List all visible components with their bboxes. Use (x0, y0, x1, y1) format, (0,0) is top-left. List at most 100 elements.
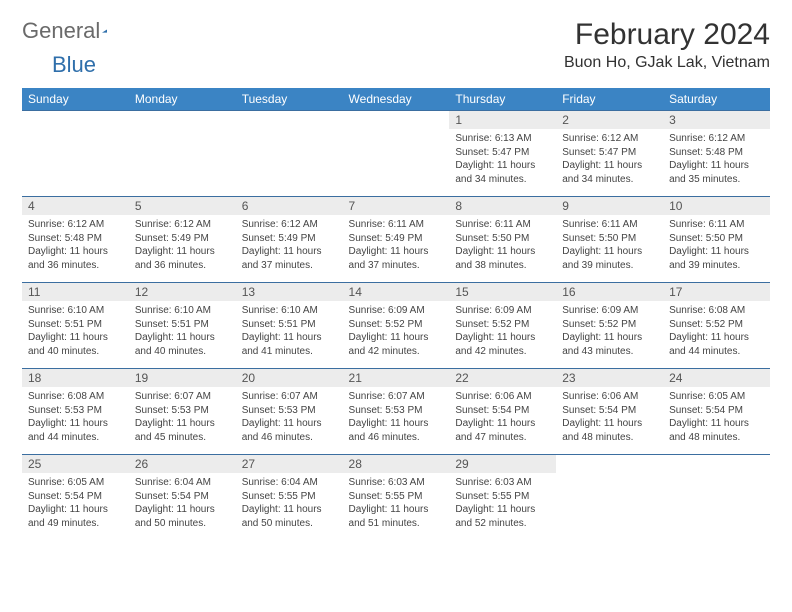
day-detail-text: Sunrise: 6:11 AMSunset: 5:50 PMDaylight:… (556, 215, 663, 276)
brand-logo: General (22, 18, 128, 44)
day-number: 19 (129, 369, 236, 387)
day-number: 1 (449, 111, 556, 129)
calendar-day-cell: 7Sunrise: 6:11 AMSunset: 5:49 PMDaylight… (343, 197, 450, 283)
calendar-day-cell: 6Sunrise: 6:12 AMSunset: 5:49 PMDaylight… (236, 197, 343, 283)
weekday-header: Friday (556, 88, 663, 111)
calendar-day-cell: 5Sunrise: 6:12 AMSunset: 5:49 PMDaylight… (129, 197, 236, 283)
brand-name-1: General (22, 18, 100, 44)
location-text: Buon Ho, GJak Lak, Vietnam (564, 54, 770, 72)
calendar-day-cell: 24Sunrise: 6:05 AMSunset: 5:54 PMDayligh… (663, 369, 770, 455)
day-detail-text: Sunrise: 6:07 AMSunset: 5:53 PMDaylight:… (236, 387, 343, 448)
title-block: February 2024 Buon Ho, GJak Lak, Vietnam (564, 18, 770, 72)
calendar-week-row: 18Sunrise: 6:08 AMSunset: 5:53 PMDayligh… (22, 369, 770, 455)
calendar-day-cell: 22Sunrise: 6:06 AMSunset: 5:54 PMDayligh… (449, 369, 556, 455)
calendar-day-cell: 18Sunrise: 6:08 AMSunset: 5:53 PMDayligh… (22, 369, 129, 455)
day-detail-text: Sunrise: 6:08 AMSunset: 5:53 PMDaylight:… (22, 387, 129, 448)
day-number: 28 (343, 455, 450, 473)
calendar-day-cell: 20Sunrise: 6:07 AMSunset: 5:53 PMDayligh… (236, 369, 343, 455)
calendar-day-cell: 12Sunrise: 6:10 AMSunset: 5:51 PMDayligh… (129, 283, 236, 369)
brand-wedge-icon (102, 21, 107, 41)
calendar-header-row: SundayMondayTuesdayWednesdayThursdayFrid… (22, 88, 770, 111)
weekday-header: Wednesday (343, 88, 450, 111)
day-number: 20 (236, 369, 343, 387)
day-number: 14 (343, 283, 450, 301)
day-detail-text: Sunrise: 6:08 AMSunset: 5:52 PMDaylight:… (663, 301, 770, 362)
calendar-week-row: 25Sunrise: 6:05 AMSunset: 5:54 PMDayligh… (22, 455, 770, 541)
calendar-day-cell: 13Sunrise: 6:10 AMSunset: 5:51 PMDayligh… (236, 283, 343, 369)
day-detail-text: Sunrise: 6:12 AMSunset: 5:49 PMDaylight:… (236, 215, 343, 276)
day-number: 10 (663, 197, 770, 215)
day-number: 8 (449, 197, 556, 215)
day-detail-text: Sunrise: 6:05 AMSunset: 5:54 PMDaylight:… (663, 387, 770, 448)
day-number: 5 (129, 197, 236, 215)
day-detail-text: Sunrise: 6:03 AMSunset: 5:55 PMDaylight:… (343, 473, 450, 534)
day-detail-text: Sunrise: 6:10 AMSunset: 5:51 PMDaylight:… (129, 301, 236, 362)
calendar-day-cell: 19Sunrise: 6:07 AMSunset: 5:53 PMDayligh… (129, 369, 236, 455)
calendar-day-cell: 17Sunrise: 6:08 AMSunset: 5:52 PMDayligh… (663, 283, 770, 369)
calendar-week-row: 11Sunrise: 6:10 AMSunset: 5:51 PMDayligh… (22, 283, 770, 369)
calendar-day-cell: . (22, 111, 129, 197)
day-detail-text: Sunrise: 6:09 AMSunset: 5:52 PMDaylight:… (556, 301, 663, 362)
day-detail-text: Sunrise: 6:11 AMSunset: 5:49 PMDaylight:… (343, 215, 450, 276)
day-number: 16 (556, 283, 663, 301)
calendar-week-row: 4Sunrise: 6:12 AMSunset: 5:48 PMDaylight… (22, 197, 770, 283)
day-detail-text: Sunrise: 6:12 AMSunset: 5:48 PMDaylight:… (663, 129, 770, 190)
day-number: 9 (556, 197, 663, 215)
day-detail-text: Sunrise: 6:10 AMSunset: 5:51 PMDaylight:… (22, 301, 129, 362)
calendar-day-cell: 11Sunrise: 6:10 AMSunset: 5:51 PMDayligh… (22, 283, 129, 369)
month-title: February 2024 (564, 18, 770, 52)
day-number: 7 (343, 197, 450, 215)
calendar-day-cell: 16Sunrise: 6:09 AMSunset: 5:52 PMDayligh… (556, 283, 663, 369)
day-number: 23 (556, 369, 663, 387)
weekday-header: Sunday (22, 88, 129, 111)
day-detail-text: Sunrise: 6:12 AMSunset: 5:48 PMDaylight:… (22, 215, 129, 276)
calendar-day-cell: 29Sunrise: 6:03 AMSunset: 5:55 PMDayligh… (449, 455, 556, 541)
brand-name-2: Blue (52, 52, 96, 78)
day-detail-text: Sunrise: 6:12 AMSunset: 5:47 PMDaylight:… (556, 129, 663, 190)
day-detail-text: Sunrise: 6:07 AMSunset: 5:53 PMDaylight:… (129, 387, 236, 448)
day-detail-text: Sunrise: 6:04 AMSunset: 5:55 PMDaylight:… (236, 473, 343, 534)
weekday-header: Tuesday (236, 88, 343, 111)
day-detail-text: Sunrise: 6:09 AMSunset: 5:52 PMDaylight:… (343, 301, 450, 362)
day-number: 13 (236, 283, 343, 301)
day-number: 29 (449, 455, 556, 473)
calendar-day-cell: 9Sunrise: 6:11 AMSunset: 5:50 PMDaylight… (556, 197, 663, 283)
calendar-day-cell: 14Sunrise: 6:09 AMSunset: 5:52 PMDayligh… (343, 283, 450, 369)
calendar-day-cell: 21Sunrise: 6:07 AMSunset: 5:53 PMDayligh… (343, 369, 450, 455)
day-number: 15 (449, 283, 556, 301)
calendar-day-cell: 25Sunrise: 6:05 AMSunset: 5:54 PMDayligh… (22, 455, 129, 541)
calendar-day-cell: 1Sunrise: 6:13 AMSunset: 5:47 PMDaylight… (449, 111, 556, 197)
calendar-day-cell: 10Sunrise: 6:11 AMSunset: 5:50 PMDayligh… (663, 197, 770, 283)
day-detail-text: Sunrise: 6:06 AMSunset: 5:54 PMDaylight:… (556, 387, 663, 448)
day-number: 24 (663, 369, 770, 387)
calendar-day-cell: . (663, 455, 770, 541)
calendar-day-cell: . (129, 111, 236, 197)
day-detail-text: Sunrise: 6:11 AMSunset: 5:50 PMDaylight:… (663, 215, 770, 276)
day-detail-text: Sunrise: 6:04 AMSunset: 5:54 PMDaylight:… (129, 473, 236, 534)
calendar-day-cell: 28Sunrise: 6:03 AMSunset: 5:55 PMDayligh… (343, 455, 450, 541)
day-number: 25 (22, 455, 129, 473)
calendar-day-cell: 23Sunrise: 6:06 AMSunset: 5:54 PMDayligh… (556, 369, 663, 455)
calendar-day-cell: 2Sunrise: 6:12 AMSunset: 5:47 PMDaylight… (556, 111, 663, 197)
day-number: 3 (663, 111, 770, 129)
calendar-table: SundayMondayTuesdayWednesdayThursdayFrid… (22, 88, 770, 541)
weekday-header: Thursday (449, 88, 556, 111)
day-number: 27 (236, 455, 343, 473)
day-number: 11 (22, 283, 129, 301)
day-number: 26 (129, 455, 236, 473)
calendar-day-cell: . (556, 455, 663, 541)
day-detail-text: Sunrise: 6:11 AMSunset: 5:50 PMDaylight:… (449, 215, 556, 276)
calendar-day-cell: 8Sunrise: 6:11 AMSunset: 5:50 PMDaylight… (449, 197, 556, 283)
weekday-header: Saturday (663, 88, 770, 111)
calendar-body: .... 1Sunrise: 6:13 AMSunset: 5:47 PMDayl… (22, 111, 770, 541)
day-detail-text: Sunrise: 6:06 AMSunset: 5:54 PMDaylight:… (449, 387, 556, 448)
day-detail-text: Sunrise: 6:10 AMSunset: 5:51 PMDaylight:… (236, 301, 343, 362)
day-number: 21 (343, 369, 450, 387)
calendar-day-cell: 4Sunrise: 6:12 AMSunset: 5:48 PMDaylight… (22, 197, 129, 283)
calendar-week-row: ....1Sunrise: 6:13 AMSunset: 5:47 PMDayl… (22, 111, 770, 197)
calendar-day-cell: 27Sunrise: 6:04 AMSunset: 5:55 PMDayligh… (236, 455, 343, 541)
day-detail-text: Sunrise: 6:05 AMSunset: 5:54 PMDaylight:… (22, 473, 129, 534)
day-number: 12 (129, 283, 236, 301)
day-detail-text: Sunrise: 6:09 AMSunset: 5:52 PMDaylight:… (449, 301, 556, 362)
day-detail-text: Sunrise: 6:12 AMSunset: 5:49 PMDaylight:… (129, 215, 236, 276)
